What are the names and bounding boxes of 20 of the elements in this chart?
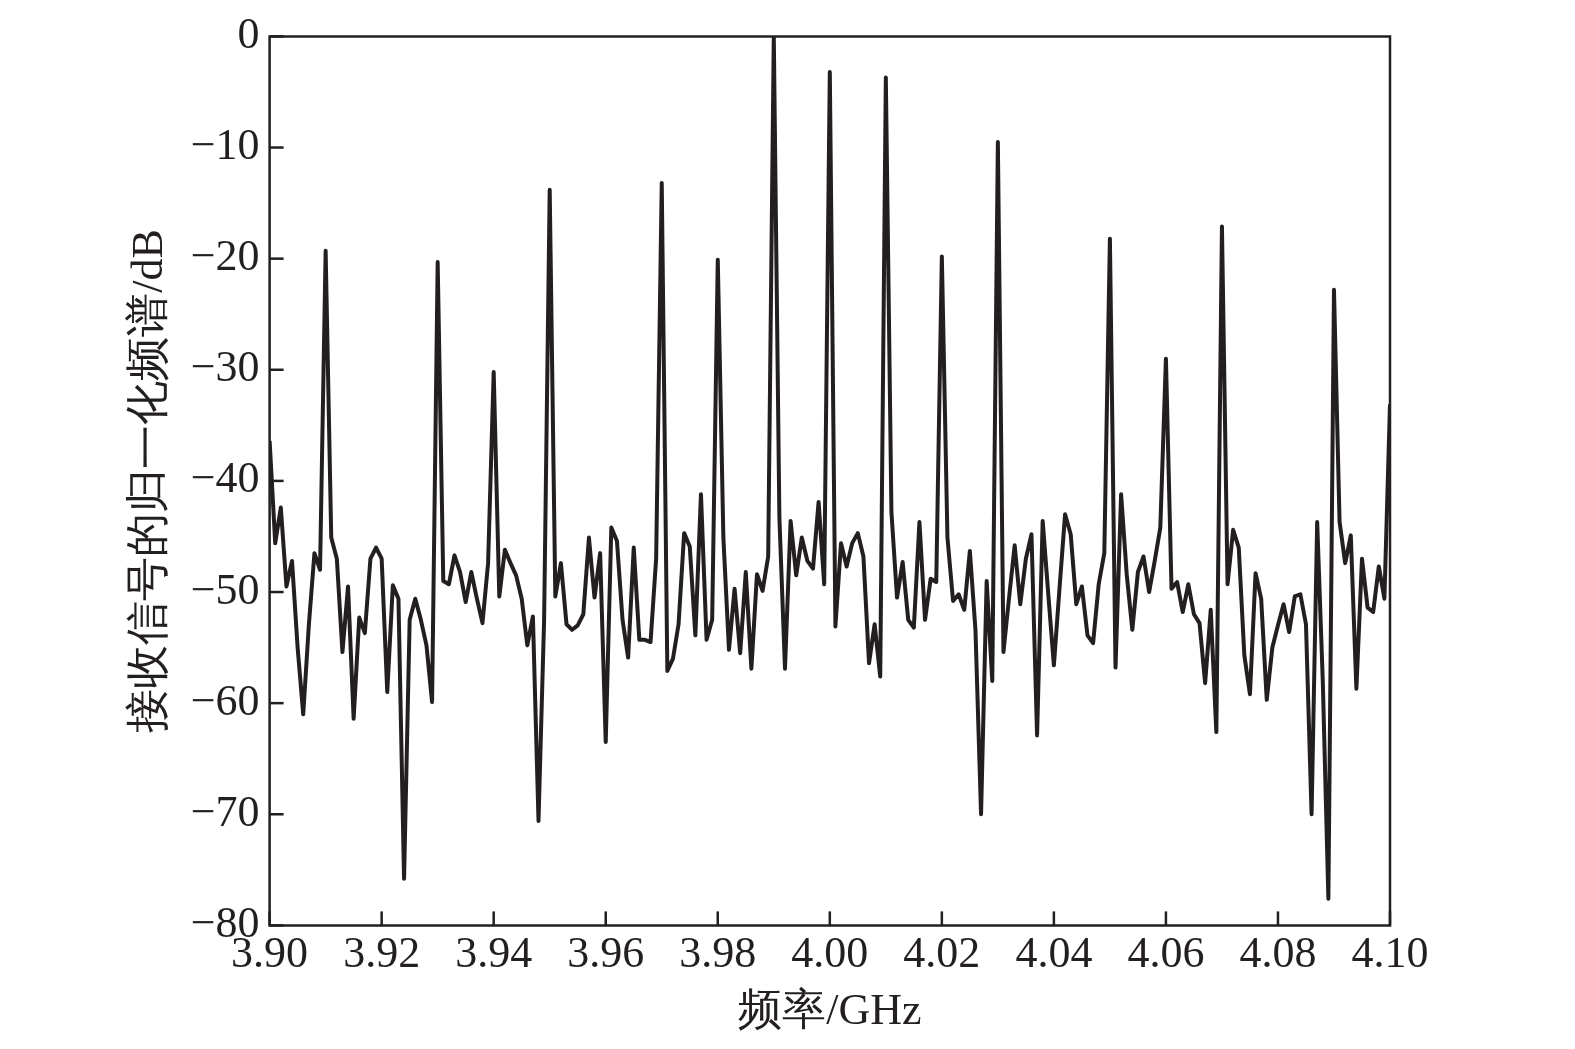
x-tick-label: 3.94 [455, 928, 533, 978]
y-tick-label: −60 [190, 675, 260, 725]
x-tick-label: 3.96 [567, 928, 645, 978]
x-tick-label: 4.02 [903, 928, 981, 978]
y-axis-title: 接收信号的归一化频谱/dB [122, 229, 172, 733]
x-tick-label: 3.98 [679, 928, 757, 978]
x-tick-label: 3.92 [343, 928, 421, 978]
y-tick-label: −50 [190, 564, 260, 614]
y-tick-label: −40 [190, 453, 260, 503]
x-tick-label: 4.10 [1351, 928, 1429, 978]
y-tick-label: 0 [237, 8, 260, 58]
x-tick-label: 4.04 [1015, 928, 1093, 978]
y-tick-label: −20 [190, 231, 260, 281]
x-tick-label: 4.08 [1239, 928, 1317, 978]
x-axis-title: 频率/GHz [738, 985, 922, 1035]
x-tick-label: 4.06 [1127, 928, 1205, 978]
y-tick-label: −70 [190, 786, 260, 836]
y-tick-label: −10 [190, 120, 260, 170]
x-tick-label: 4.00 [791, 928, 869, 978]
y-tick-label: −30 [190, 342, 260, 392]
